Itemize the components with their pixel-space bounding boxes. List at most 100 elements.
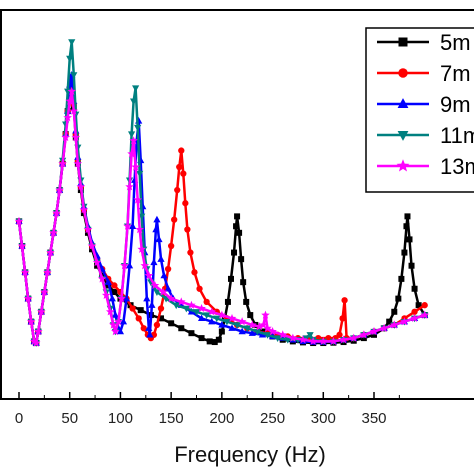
data-point-11m [243,325,251,333]
data-point-7m [164,265,172,273]
data-point-5m [238,256,245,263]
data-point-11m [192,309,201,316]
data-point-7m [196,285,203,292]
data-point-5m [178,325,185,332]
data-point-13m [261,310,270,319]
data-point-5m [233,223,240,230]
legend-item-7m: 7m [377,61,471,86]
data-point-13m [83,225,93,234]
data-point-11m [127,131,136,139]
data-point-13m [65,96,74,105]
data-point-9m [150,258,158,266]
data-point-13m [14,216,24,225]
data-point-13m [69,106,79,115]
data-point-13m [43,267,52,276]
data-point-13m [144,271,154,280]
data-point-9m [108,294,116,302]
data-point-5m [415,302,422,309]
data-point-13m [137,244,146,253]
data-point-13m [117,294,126,303]
legend-label-11m: 11m [440,123,474,148]
data-point-13m [52,208,61,217]
data-point-13m [109,320,118,329]
data-point-13m [319,336,328,345]
data-point-13m [114,317,123,326]
legend: 5m 7m 9m 11m 13m [365,27,474,193]
data-point-9m [228,324,236,331]
data-point-13m [420,310,429,319]
data-point-13m [349,333,358,342]
data-point-9m [153,215,161,223]
legend-label-7m: 7m [440,61,471,86]
data-point-13m [329,336,338,345]
data-point-13m [237,317,247,326]
data-point-7m [411,308,418,315]
data-point-9m [146,330,154,338]
data-point-5m [211,339,218,346]
data-point-7m [129,305,136,312]
data-point-11m [223,318,231,326]
data-point-5m [386,318,393,325]
data-point-13m [207,307,216,316]
data-point-13m [166,294,176,303]
data-point-13m [55,185,64,194]
data-point-5m [406,236,413,243]
data-point-13m [63,113,72,122]
data-point-13m [268,327,277,336]
data-point-5m [404,213,411,220]
data-point-13m [26,317,36,326]
data-point-13m [150,281,160,290]
data-point-13m [32,338,41,347]
data-point-11m [274,335,282,342]
data-point-5m [231,249,238,256]
data-point-11m [134,124,142,132]
data-point-9m [119,317,128,325]
series-line-5m [17,80,426,345]
data-point-13m [101,290,111,299]
data-point-13m [49,228,58,237]
data-point-7m [184,226,191,233]
legend-label-9m: 9m [440,92,471,117]
x-tick-label: 50 [61,410,78,427]
data-point-13m [288,333,298,342]
data-point-13m [400,317,409,326]
data-point-13m [197,304,206,313]
data-point-5m [243,298,250,305]
data-point-5m [206,338,213,345]
legend-item-11m: 11m [377,123,474,148]
data-point-13m [217,310,227,319]
x-tick-label: 150 [159,410,184,427]
data-point-5m [234,213,241,220]
data-point-13m [125,182,134,191]
data-point-13m [97,274,107,283]
legend-label-13m: 13m [440,154,474,179]
data-point-9m [148,301,156,308]
data-point-5m [218,328,225,335]
data-point-5m [411,285,418,292]
data-point-7m [167,242,175,250]
data-point-5m [401,249,408,256]
data-point-11m [213,315,221,323]
data-point-13m [248,320,257,329]
data-point-9m [145,324,153,331]
data-point-9m [197,314,206,322]
data-point-13m [278,330,287,339]
data-point-7m [341,297,348,304]
data-point-11m [130,98,138,106]
data-point-11m [306,332,314,339]
data-point-7m [135,315,142,322]
data-point-5m [247,312,254,319]
x-tick-label: 350 [361,410,386,427]
data-point-5m [395,295,402,302]
legend-item-5m: 5m [377,30,471,55]
data-point-13m [369,327,379,336]
data-point-7m [140,325,147,332]
data-point-9m [143,294,151,302]
data-point-13m [177,297,186,306]
data-point-7m [176,163,183,171]
data-point-7m [178,147,185,154]
data-point-13m [76,182,86,191]
data-point-13m [133,195,142,204]
data-point-9m [104,278,112,285]
data-point-9m [116,327,125,335]
